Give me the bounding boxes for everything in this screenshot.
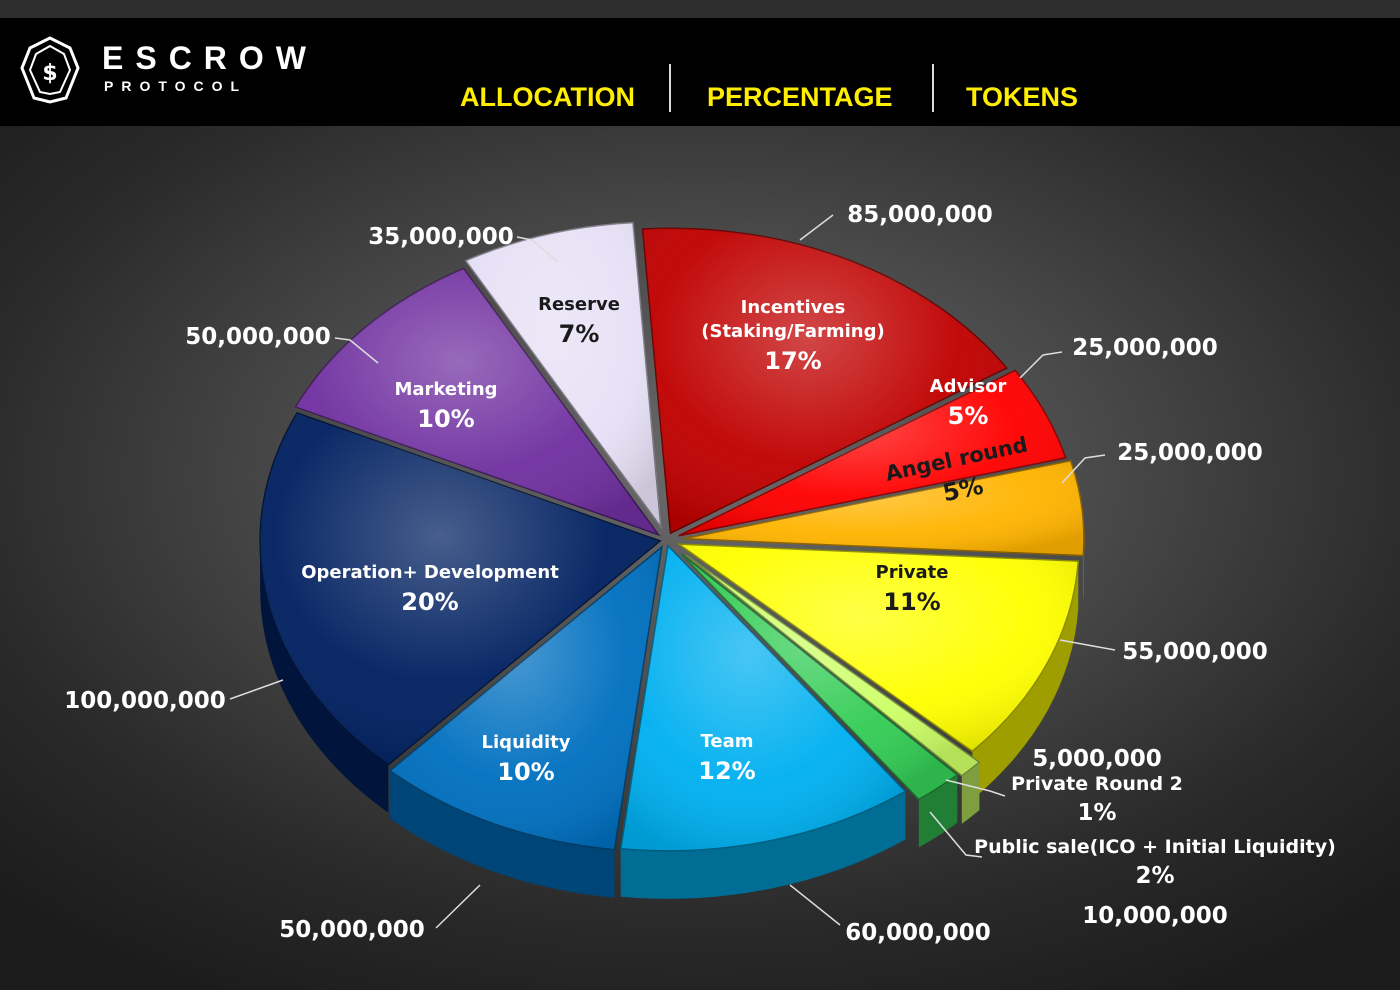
- pie-slice-side: [620, 791, 906, 899]
- leader-line: [929, 811, 983, 858]
- brand-name: ESCROW: [102, 40, 318, 76]
- slice-name-label: (Staking/Farming): [701, 321, 884, 342]
- slice-percent-label: 1%: [1077, 800, 1116, 826]
- pie-sides: [260, 538, 1084, 899]
- slice-labels: Incentives(Staking/Farming)17%Advisor5%A…: [301, 294, 1030, 786]
- slice-percent-label: 2%: [1135, 863, 1174, 889]
- slice-name-label: Marketing: [394, 379, 497, 400]
- pie-slice-side: [961, 762, 980, 824]
- token-amount-label: 25,000,000: [1072, 335, 1218, 361]
- leader-line: [334, 337, 379, 364]
- pie-slice-gloss: [681, 553, 958, 800]
- slice-percent-label: 10%: [417, 405, 474, 433]
- pie-slice-gloss: [678, 544, 1079, 752]
- pie-tops: [259, 221, 1085, 852]
- header-tokens: TOKENS: [966, 82, 1079, 112]
- pie-slice-gloss: [685, 554, 980, 776]
- header-divider: [669, 64, 671, 112]
- brand-subtitle: PROTOCOL: [104, 78, 248, 94]
- header-bar: $ ESCROW PROTOCOL ALLOCATION PERCENTAGE …: [0, 18, 1400, 126]
- pie-slice-gloss: [465, 222, 661, 527]
- token-amount-label: 100,000,000: [64, 688, 226, 714]
- leader-line: [516, 236, 559, 263]
- token-amount-label: 60,000,000: [845, 920, 991, 946]
- top-strip: [0, 0, 1400, 18]
- header-percentage: PERCENTAGE: [707, 82, 893, 112]
- slice-percent-label: 20%: [401, 588, 458, 616]
- token-amount-label: 50,000,000: [185, 324, 331, 350]
- pie-slice-gloss: [260, 412, 661, 765]
- slice-name-label: Public sale(ICO + Initial Liquidity): [974, 836, 1336, 858]
- pie-slice-gloss: [390, 546, 662, 850]
- header-divider: [932, 64, 934, 112]
- leader-line: [945, 779, 1006, 797]
- slice-percent-label: 11%: [883, 588, 940, 616]
- slice-percent-label: 12%: [698, 757, 755, 785]
- slice-percent-label: 17%: [764, 347, 821, 375]
- pie-slice-gloss: [678, 370, 1066, 536]
- token-amount-label: 5,000,000: [1032, 746, 1162, 772]
- pie-slice-side: [972, 561, 1079, 800]
- leader-line: [799, 214, 834, 241]
- slice-percent-label: 10%: [497, 758, 554, 786]
- pie-slice-side: [260, 540, 389, 813]
- pie-slice-gloss: [295, 268, 659, 535]
- slice-percent-label: 7%: [559, 320, 600, 348]
- slice-name-label: Advisor: [930, 376, 1007, 397]
- pie-slice-gloss: [683, 460, 1084, 556]
- token-amount-label: 50,000,000: [279, 917, 425, 943]
- leader-line: [1061, 454, 1106, 484]
- slice-name-label: Reserve: [538, 294, 620, 315]
- escrow-logo-icon: $: [20, 36, 80, 104]
- slice-name-label: Private Round 2: [1011, 773, 1183, 795]
- leader-line: [1019, 351, 1063, 379]
- leader-line: [229, 679, 284, 700]
- slice-name-label: Operation+ Development: [301, 562, 559, 583]
- pie-slice-gloss: [642, 228, 1007, 534]
- slice-name-label: Private: [876, 562, 949, 583]
- leader-line: [789, 884, 841, 926]
- pie-slice-gloss: [620, 545, 906, 851]
- header-allocation: ALLOCATION: [460, 82, 635, 112]
- slice-name-label: Liquidity: [482, 732, 571, 753]
- slice-name-label: Team: [701, 731, 754, 752]
- svg-text:$: $: [42, 61, 57, 86]
- leader-line: [1059, 639, 1116, 651]
- slice-percent-label: 5%: [948, 402, 989, 430]
- pie-slice-side: [918, 774, 958, 848]
- token-amount-label: 55,000,000: [1122, 639, 1268, 665]
- slice-name-label: Incentives: [741, 297, 846, 318]
- pie-slice-side: [390, 770, 615, 898]
- token-amount-label: 25,000,000: [1117, 440, 1263, 466]
- token-amount-label: 35,000,000: [368, 224, 514, 250]
- token-amount-label: 10,000,000: [1082, 903, 1228, 929]
- token-amount-label: 85,000,000: [847, 202, 993, 228]
- leader-line: [435, 884, 481, 929]
